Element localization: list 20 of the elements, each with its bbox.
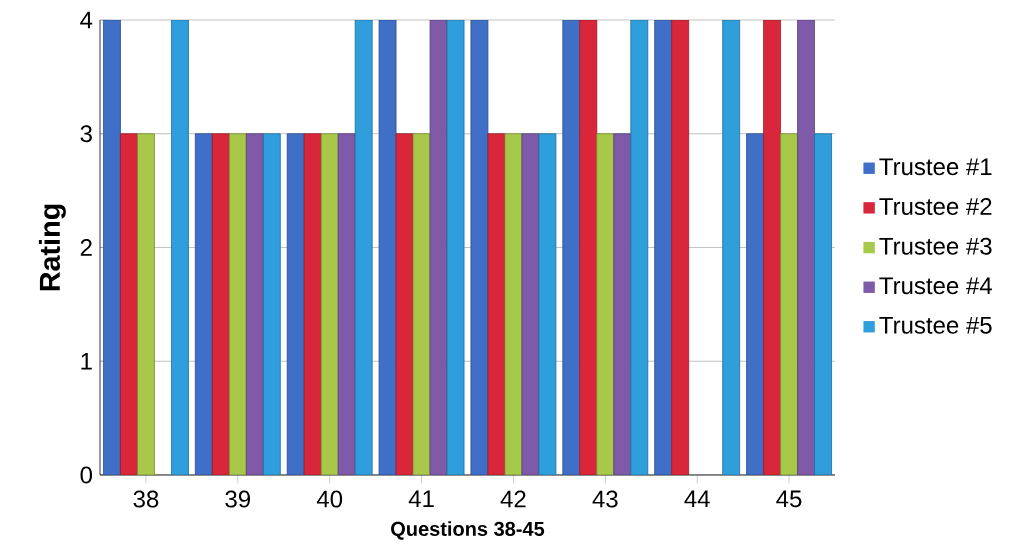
x-tick-label: 38 [133,490,159,508]
legend-label: Trustee #3 [879,237,992,255]
legend-label: Trustee #2 [879,197,992,215]
x-tick-label: 44 [684,490,710,508]
y-tick-label: 1 [81,353,92,370]
x-tick-label: 42 [500,490,526,508]
x-tick-label: 39 [225,490,251,508]
y-tick-label: 4 [80,11,93,29]
x-tick-label: 45 [776,490,802,508]
x-tick-label: 41 [408,490,434,508]
x-axis-title: Questions 38-45 [391,521,545,540]
y-tick-label: 3 [80,125,92,143]
legend-label: Trustee #5 [879,317,992,334]
y-tick-label: 2 [80,239,92,256]
x-tick-label: 40 [316,490,343,508]
y-tick-label: 0 [80,466,93,484]
legend-label: Trustee #1 [879,158,992,176]
x-tick-label: 43 [592,490,618,508]
y-axis-title: Rating [38,204,66,291]
legend-label: Trustee #4 [879,277,992,295]
